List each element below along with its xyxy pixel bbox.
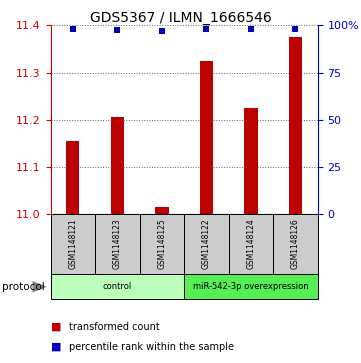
- Point: [159, 28, 165, 34]
- Point: [248, 26, 254, 32]
- Bar: [184, 214, 229, 274]
- Bar: [184, 274, 318, 299]
- Text: percentile rank within the sample: percentile rank within the sample: [69, 342, 234, 352]
- Text: GDS5367 / ILMN_1666546: GDS5367 / ILMN_1666546: [90, 11, 271, 25]
- Text: miR-542-3p overexpression: miR-542-3p overexpression: [193, 282, 309, 291]
- Bar: [155, 207, 169, 214]
- Polygon shape: [32, 281, 47, 293]
- Bar: [51, 214, 95, 274]
- Text: ■: ■: [51, 322, 61, 332]
- Point: [204, 26, 209, 32]
- Bar: [289, 37, 302, 214]
- Bar: [51, 274, 184, 299]
- Text: GSM1148125: GSM1148125: [157, 219, 166, 269]
- Text: GSM1148124: GSM1148124: [247, 219, 255, 269]
- Bar: [200, 61, 213, 214]
- Text: GSM1148123: GSM1148123: [113, 219, 122, 269]
- Text: GSM1148126: GSM1148126: [291, 219, 300, 269]
- Bar: [110, 118, 124, 214]
- Point: [292, 26, 298, 32]
- Text: transformed count: transformed count: [69, 322, 159, 332]
- Point: [114, 27, 120, 33]
- Bar: [244, 108, 258, 214]
- Point: [70, 26, 76, 32]
- Bar: [140, 214, 184, 274]
- Text: GSM1148122: GSM1148122: [202, 219, 211, 269]
- Text: control: control: [103, 282, 132, 291]
- Text: protocol: protocol: [2, 282, 44, 292]
- Bar: [95, 214, 140, 274]
- Bar: [66, 141, 79, 214]
- Text: ■: ■: [51, 342, 61, 352]
- Bar: [229, 214, 273, 274]
- Text: GSM1148121: GSM1148121: [68, 219, 77, 269]
- Bar: [273, 214, 318, 274]
